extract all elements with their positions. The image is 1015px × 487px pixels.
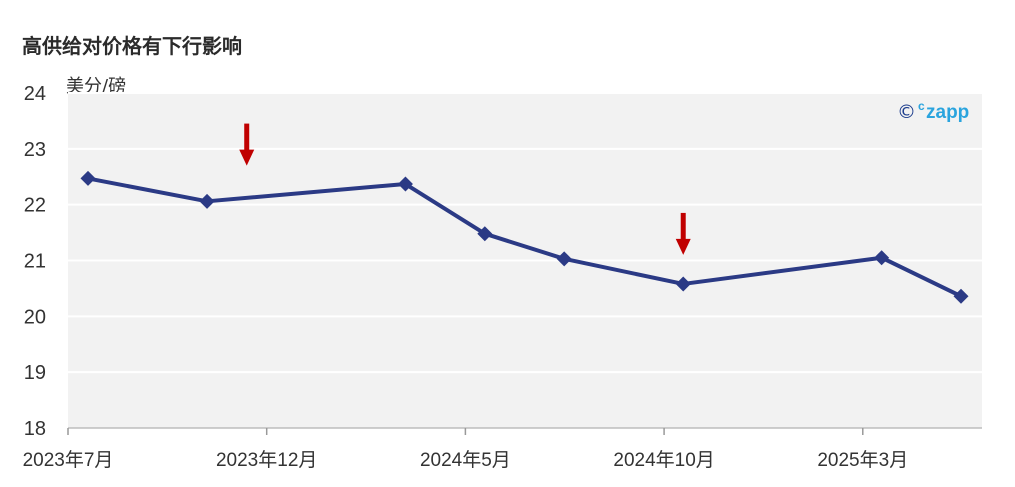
series-line (87, 176, 962, 299)
y-tick-label-18: 18 (24, 418, 46, 440)
watermark-text: zapp (926, 102, 969, 123)
y-tick-label-21: 21 (24, 251, 46, 273)
down-arrow-0 (239, 123, 255, 166)
arrow-head-0 (239, 149, 255, 166)
x-axis-ticks: 2023年7月 2023年12月 2024年5月 2024年10月 2025年3月 (23, 428, 908, 471)
y-tick-label-19: 19 (24, 362, 46, 384)
x-tick-label-0: 2023年7月 (23, 449, 114, 471)
data-point-2 (397, 176, 413, 192)
arrow-shaft-1 (680, 212, 686, 241)
y-tick-label-23: 23 (24, 139, 46, 161)
data-point-3 (477, 226, 493, 242)
arrow-shaft-0 (244, 123, 250, 152)
y-tick-label-22: 22 (24, 195, 46, 217)
x-tick-label-3: 2024年10月 (613, 449, 714, 471)
watermark-superscript: c (918, 99, 925, 113)
down-arrow-1 (675, 212, 691, 255)
copyright-symbol: © (897, 101, 916, 123)
x-tick-label-2: 2024年5月 (420, 449, 511, 471)
y-axis-unit-label: 美分/磅 (66, 76, 127, 97)
data-point-6 (874, 250, 890, 266)
chart-title: 高供给对价格有下行影响 (22, 34, 242, 58)
data-point-1 (199, 193, 215, 209)
x-tick-label-1: 2023年12月 (216, 449, 317, 471)
y-tick-label-24: 24 (24, 83, 46, 105)
y-axis-ticks: 18 19 20 21 22 23 24 (24, 83, 46, 440)
data-point-4 (556, 251, 572, 267)
gridlines (68, 92, 982, 374)
arrow-head-1 (675, 238, 691, 255)
x-tick-label-4: 2025年3月 (817, 449, 908, 471)
data-point-5 (675, 276, 691, 292)
y-tick-label-20: 20 (24, 306, 46, 328)
annotation-arrows (239, 123, 691, 255)
data-point-0 (80, 170, 96, 186)
data-point-7 (953, 288, 969, 304)
czapp-watermark: © c zapp (897, 99, 969, 123)
series-markers (80, 170, 969, 304)
